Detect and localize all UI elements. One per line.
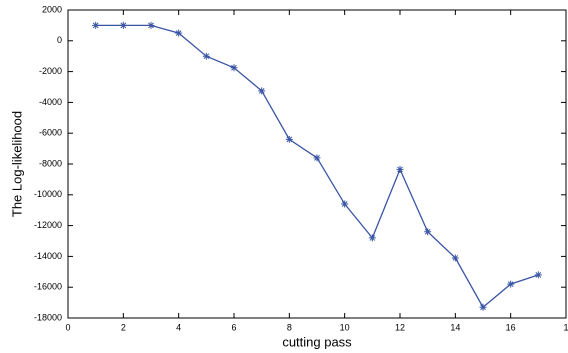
x-axis-label: cutting pass <box>282 334 352 349</box>
y-tick-label: -12000 <box>34 220 62 230</box>
marker <box>147 21 155 29</box>
y-tick-label: -4000 <box>39 97 62 107</box>
marker <box>507 280 515 288</box>
marker <box>341 200 349 208</box>
marker <box>451 254 459 262</box>
x-tick-label: 0 <box>65 322 70 332</box>
y-tick-label: -18000 <box>34 312 62 322</box>
marker <box>396 165 404 173</box>
y-tick-label: -10000 <box>34 189 62 199</box>
marker <box>424 228 432 236</box>
y-tick-label: -14000 <box>34 251 62 261</box>
marker <box>230 64 238 72</box>
marker <box>479 303 487 311</box>
x-tick-label: 16 <box>506 322 516 332</box>
x-tick-label: 2 <box>121 322 126 332</box>
marker <box>175 29 183 37</box>
y-tick-label: 2000 <box>42 4 62 14</box>
y-axis-label: The Log-likelihood <box>9 111 24 217</box>
marker <box>202 52 210 60</box>
x-tick-label: 10 <box>340 322 350 332</box>
y-tick-label: -16000 <box>34 282 62 292</box>
x-tick-label: 4 <box>176 322 181 332</box>
x-tick-label: 14 <box>450 322 460 332</box>
marker <box>258 87 266 95</box>
y-tick-label: 0 <box>57 35 62 45</box>
marker <box>534 271 542 279</box>
x-tick-label: 1 <box>563 322 568 332</box>
y-tick-label: -2000 <box>39 66 62 76</box>
marker <box>119 21 127 29</box>
plot-frame <box>67 9 567 319</box>
x-tick-label: 8 <box>287 322 292 332</box>
y-tick-label: -6000 <box>39 128 62 138</box>
marker <box>285 135 293 143</box>
marker <box>313 154 321 162</box>
marker <box>92 21 100 29</box>
x-tick-label: 12 <box>395 322 405 332</box>
x-tick-label: 6 <box>231 322 236 332</box>
y-tick-label: -8000 <box>39 158 62 168</box>
marker <box>368 234 376 242</box>
